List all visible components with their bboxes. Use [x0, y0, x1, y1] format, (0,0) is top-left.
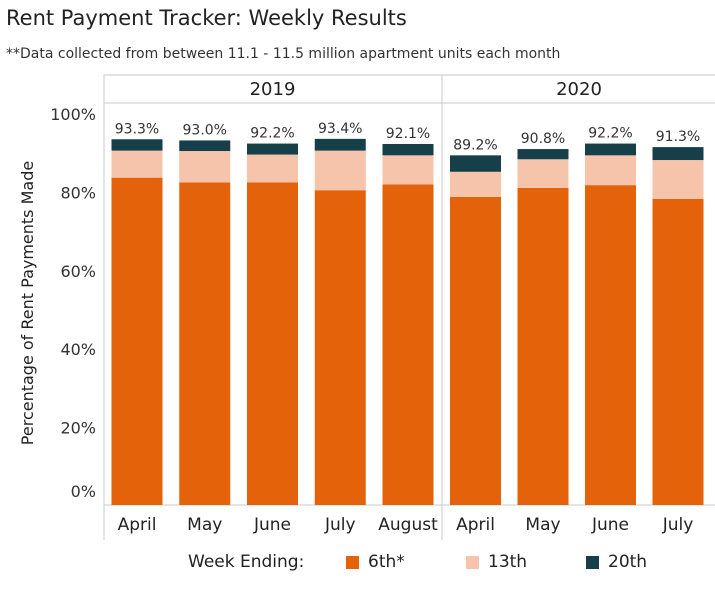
bar-2020-may-20th [517, 149, 569, 160]
legend-item-20th: 20th [586, 552, 647, 572]
bar-2019-may-20th [179, 140, 231, 152]
bar-2019-april-13th [111, 150, 163, 178]
y-axis-label: Percentage of Rent Payments Made [18, 161, 37, 445]
x-tick-label-2019-june: June [253, 515, 291, 535]
bar-2019-august-6th [382, 184, 434, 505]
panel-header-2020: 2020 [556, 79, 602, 100]
legend-item-13th: 13th [466, 552, 527, 572]
bar-2019-august-13th [382, 155, 434, 185]
x-tick-label-2020-april: April [456, 515, 495, 535]
bar-2019-august-20th [382, 143, 434, 156]
data-label-2020-july: 91.3% [656, 129, 700, 145]
legend: Week Ending: 6th* 13th 20th [0, 552, 715, 578]
bar-2019-june-6th [247, 182, 298, 505]
data-label-2020-june: 92.2% [588, 126, 632, 142]
bar-2020-june-13th [585, 155, 636, 186]
bar-2020-july-20th [652, 147, 704, 161]
data-label-2019-april: 93.3% [115, 121, 159, 137]
chart-title: Rent Payment Tracker: Weekly Results [6, 6, 407, 30]
bar-2020-april-20th [450, 155, 501, 172]
x-tick-label-2020-july: July [662, 515, 694, 535]
bar-2019-july-13th [314, 150, 366, 191]
data-label-2019-may: 93.0% [183, 122, 227, 138]
y-tick-label: 60% [60, 262, 96, 281]
bar-2020-april-13th [450, 171, 501, 197]
bar-2020-may-13th [517, 159, 569, 188]
y-tick-label: 100% [50, 105, 96, 124]
chart-subtitle: **Data collected from between 11.1 - 11.… [6, 46, 561, 62]
data-label-2019-august: 92.1% [386, 126, 430, 142]
x-tick-label-2020-june: June [591, 515, 629, 535]
y-tick-label: 80% [60, 183, 96, 202]
legend-swatch-13th [466, 555, 479, 569]
bar-2019-july-20th [314, 138, 366, 151]
bar-2020-may-6th [517, 187, 569, 505]
bar-2019-june-13th [247, 154, 298, 183]
x-tick-label-2019-may: May [187, 515, 222, 535]
bar-2019-april-20th [111, 139, 163, 151]
y-tick-label: 0% [71, 482, 96, 501]
bar-2020-july-6th [652, 198, 704, 505]
y-tick-label: 40% [60, 340, 96, 359]
y-tick-label: 20% [60, 419, 96, 438]
panel-header-2019: 2019 [250, 79, 296, 100]
stacked-bar-chart: Percentage of Rent Payments Made 0% 20% 40… [18, 74, 715, 540]
bar-2019-june-20th [247, 143, 298, 155]
legend-label-13th: 13th [488, 552, 528, 572]
data-label-2019-july: 93.4% [318, 121, 362, 137]
x-tick-label-2019-august: August [378, 515, 438, 535]
data-label-2019-june: 92.2% [250, 126, 294, 142]
legend-label-20th: 20th [608, 552, 648, 572]
bar-2020-july-13th [652, 160, 704, 199]
legend-title: Week Ending: [188, 552, 305, 572]
bar-2019-july-6th [314, 190, 366, 505]
legend-swatch-6th [346, 555, 359, 569]
x-tick-label-2019-july: July [324, 515, 356, 535]
bar-2019-may-13th [179, 151, 231, 183]
bar-2020-june-6th [585, 185, 636, 506]
legend-swatch-20th [586, 555, 599, 569]
legend-label-6th: 6th* [368, 552, 405, 572]
data-label-2020-may: 90.8% [521, 131, 565, 147]
bar-2019-may-6th [179, 182, 231, 505]
x-tick-label-2020-may: May [525, 515, 560, 535]
bar-2019-april-6th [111, 177, 163, 505]
x-tick-label-2019-april: April [118, 515, 157, 535]
chart-panels: 0% 20% 40% 60% 80% 100% 2019 93.3% April 93.0% May… [50, 74, 715, 540]
bar-2020-april-6th [450, 196, 501, 505]
legend-item-6th: 6th* [346, 552, 405, 572]
bar-2020-june-20th [585, 143, 636, 156]
data-label-2020-april: 89.2% [453, 137, 497, 153]
